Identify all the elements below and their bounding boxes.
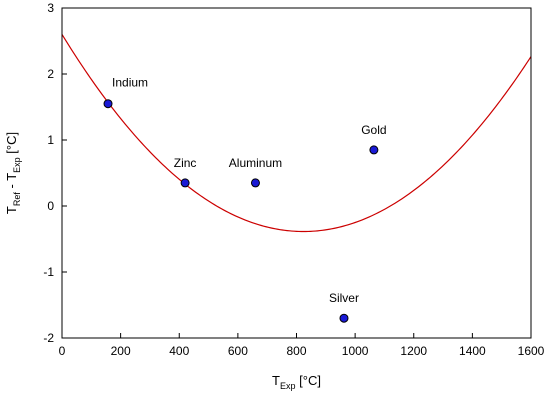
x-axis-title-sub: Exp [280,381,296,391]
y-axis-title-unit: [°C] [4,132,19,157]
point-label-indium: Indium [112,76,148,90]
y-axis-title-sub1: Ref [12,192,22,207]
y-axis-title-mid: - T [4,173,19,192]
y-tick-label: 0 [47,199,54,213]
x-tick-label: 800 [286,344,306,358]
y-tick-label: 2 [47,67,54,81]
x-tick-label: 1600 [518,344,545,358]
x-tick-label: 1400 [459,344,486,358]
y-axis-title-sub2: Exp [12,157,22,173]
y-axis-ticks: -2 -1 0 1 2 3 [43,1,67,345]
y-tick-label: -1 [43,265,54,279]
y-axis-title-main: T [4,206,19,214]
y-tick-label: 3 [47,1,54,15]
y-tick-label: 1 [47,133,54,147]
point-label-silver: Silver [329,291,359,305]
x-tick-label: 1200 [400,344,427,358]
x-axis-title-unit: [°C] [296,373,321,388]
point-label-zinc: Zinc [174,156,197,170]
y-axis-title: TRef - TExp [°C] [4,132,22,214]
data-point-silver [339,313,349,323]
data-point-gold [369,145,379,155]
data-point-aluminum [250,178,260,188]
y-tick-label: -2 [43,331,54,345]
x-tick-label: 200 [111,344,131,358]
x-tick-label: 600 [228,344,248,358]
x-tick-label: 1000 [342,344,369,358]
x-axis-title-main: T [272,373,280,388]
point-label-gold: Gold [361,123,386,137]
x-axis-title: TExp [°C] [272,373,321,391]
data-point-zinc [180,178,190,188]
x-tick-label: 400 [169,344,189,358]
point-labels: Indium Zinc Aluminum Gold Silver [112,76,387,306]
fit-curve-layer [62,34,531,233]
data-point-indium [103,99,113,109]
x-axis-ticks: 0 200 400 600 800 1000 1200 1400 1600 [59,333,545,358]
plot-frame [61,7,532,339]
fit-curve [62,34,531,233]
x-tick-label: 0 [59,344,66,358]
data-points [103,99,379,323]
point-label-aluminum: Aluminum [229,156,282,170]
